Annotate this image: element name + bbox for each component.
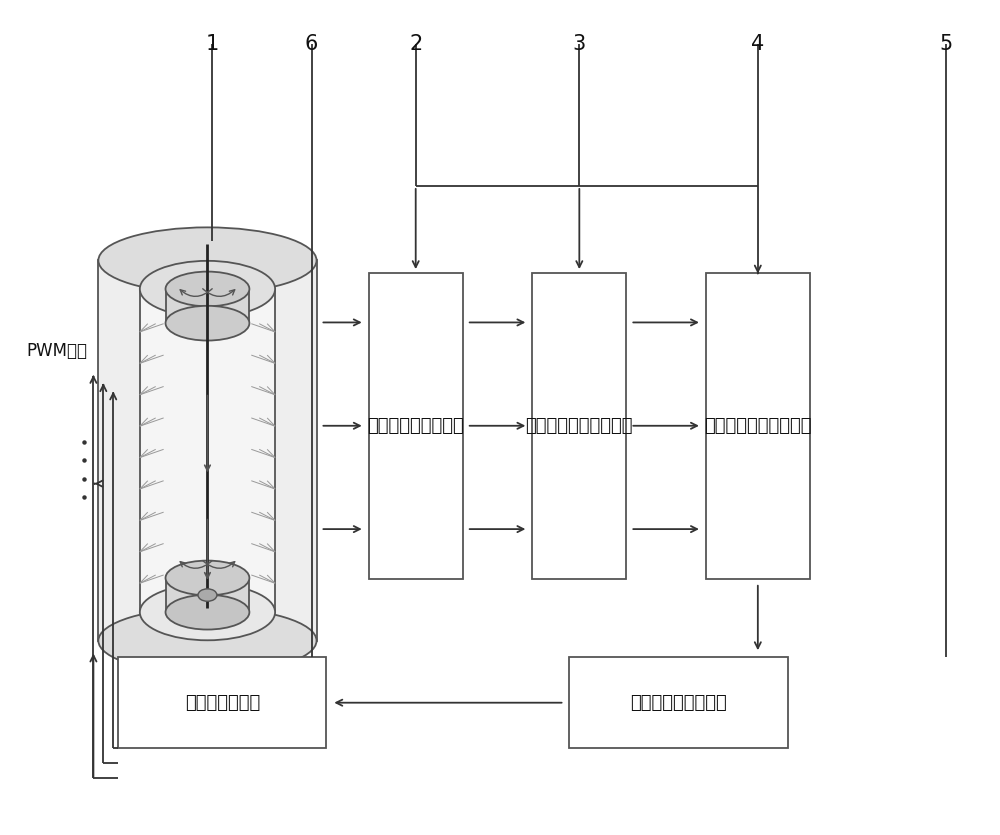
Ellipse shape — [166, 595, 249, 630]
Ellipse shape — [166, 560, 249, 595]
Bar — [569, 657, 788, 748]
Bar — [706, 273, 810, 579]
Bar — [532, 273, 626, 579]
Text: 对流辐射机理演变模型: 对流辐射机理演变模型 — [704, 417, 812, 435]
Bar — [118, 657, 326, 748]
Bar — [98, 261, 317, 640]
Ellipse shape — [166, 306, 249, 341]
Text: 1: 1 — [206, 34, 219, 53]
Ellipse shape — [166, 271, 249, 306]
Text: 5: 5 — [940, 34, 953, 53]
Text: 6: 6 — [305, 34, 318, 53]
Text: 热处理阶段划分: 热处理阶段划分 — [185, 694, 260, 711]
Ellipse shape — [140, 261, 275, 317]
Text: PWM电流: PWM电流 — [26, 342, 87, 361]
Bar — [369, 273, 463, 579]
Bar — [166, 289, 249, 323]
Text: 3: 3 — [573, 34, 586, 53]
Text: 构件温度场预测模型: 构件温度场预测模型 — [367, 417, 464, 435]
Ellipse shape — [98, 608, 317, 674]
Text: 2: 2 — [409, 34, 422, 53]
Text: 对流热量辐射热量求解: 对流热量辐射热量求解 — [526, 417, 633, 435]
Ellipse shape — [198, 589, 217, 601]
Ellipse shape — [140, 584, 275, 640]
Bar — [166, 578, 249, 612]
Text: 对流辐射换热量曲线: 对流辐射换热量曲线 — [630, 694, 727, 711]
Bar — [140, 289, 275, 612]
Text: 4: 4 — [751, 34, 764, 53]
Ellipse shape — [98, 227, 317, 293]
